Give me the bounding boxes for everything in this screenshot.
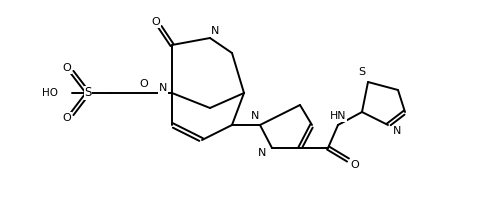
Text: N: N [258, 148, 266, 158]
Text: HO: HO [42, 88, 58, 98]
Text: N: N [211, 26, 219, 36]
Text: O: O [63, 113, 71, 123]
Text: O: O [350, 160, 360, 170]
Text: S: S [84, 86, 92, 99]
Text: HN: HN [330, 111, 346, 121]
Text: O: O [152, 17, 161, 27]
Text: O: O [63, 63, 71, 73]
Text: O: O [140, 79, 148, 89]
Text: S: S [359, 67, 365, 77]
Text: N: N [251, 111, 259, 121]
Text: N: N [393, 126, 401, 136]
Text: N: N [159, 83, 167, 93]
